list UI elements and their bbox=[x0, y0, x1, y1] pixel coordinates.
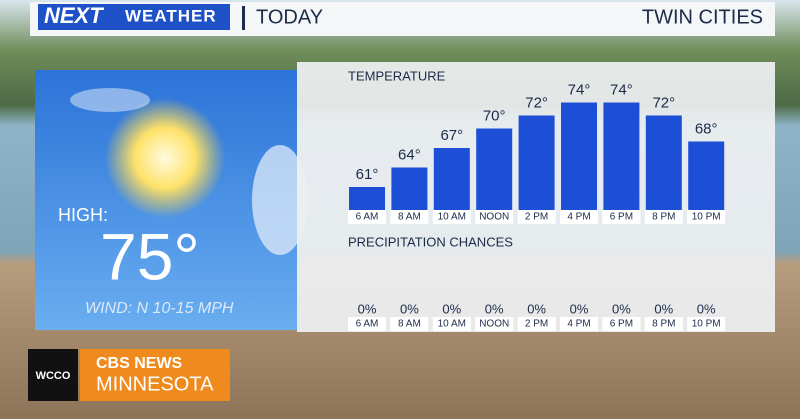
chart-title: TEMPERATURE bbox=[348, 68, 446, 83]
label-bg bbox=[432, 210, 471, 224]
bar bbox=[561, 102, 597, 212]
precip-time: 8 AM bbox=[398, 319, 421, 330]
precip-chance: 0% bbox=[358, 301, 377, 316]
value-label: 72° bbox=[525, 94, 548, 111]
logo bbox=[38, 4, 230, 30]
label-bg bbox=[560, 317, 598, 331]
precip-time: 10 AM bbox=[438, 319, 466, 330]
value-label: 74° bbox=[610, 81, 633, 98]
value-label: 72° bbox=[652, 94, 675, 111]
value-label: 67° bbox=[440, 127, 463, 144]
value-label: 68° bbox=[695, 120, 718, 137]
station-box bbox=[28, 349, 78, 401]
sun-icon bbox=[105, 98, 225, 218]
label-bg bbox=[432, 317, 471, 331]
label-bg bbox=[644, 210, 683, 224]
label-bg bbox=[560, 210, 598, 224]
bar bbox=[645, 115, 682, 212]
label-bg bbox=[517, 210, 556, 224]
network-box bbox=[80, 349, 230, 401]
station: WCCO bbox=[36, 370, 71, 382]
precip-time: 2 PM bbox=[525, 319, 548, 330]
x-tick-label: 8 PM bbox=[652, 212, 675, 223]
market: MINNESOTA bbox=[96, 373, 214, 395]
value-label: 64° bbox=[398, 146, 421, 163]
high-value: 75° bbox=[100, 219, 200, 293]
header-title: TODAY bbox=[256, 6, 323, 28]
location: TWIN CITIES bbox=[642, 6, 763, 28]
precip-title: PRECIPITATION CHANCES bbox=[348, 234, 513, 249]
bar bbox=[433, 148, 470, 212]
precip-chance: 0% bbox=[654, 301, 673, 316]
bar bbox=[603, 102, 640, 212]
precip-chance: 0% bbox=[697, 301, 716, 316]
label-bg bbox=[475, 317, 514, 331]
cloud bbox=[70, 88, 150, 112]
x-tick-label: 4 PM bbox=[567, 212, 590, 223]
label-bg bbox=[602, 210, 641, 224]
divider bbox=[242, 6, 245, 30]
bar bbox=[391, 167, 428, 212]
x-tick-label: 10 PM bbox=[692, 212, 721, 223]
bar bbox=[349, 187, 385, 212]
label-bg bbox=[687, 317, 726, 331]
precip-time: 4 PM bbox=[567, 319, 590, 330]
x-tick-label: 6 PM bbox=[610, 212, 633, 223]
precip-chance: 0% bbox=[570, 301, 589, 316]
value-label: 70° bbox=[483, 107, 506, 124]
precip-time: 10 PM bbox=[692, 319, 721, 330]
precip-time: 6 PM bbox=[610, 319, 633, 330]
brand-next: NEXT bbox=[44, 3, 104, 28]
precip-chance: 0% bbox=[527, 301, 546, 316]
precip-chance: 0% bbox=[485, 301, 504, 316]
cloud bbox=[252, 145, 308, 255]
bar bbox=[476, 128, 513, 212]
label-bg bbox=[390, 210, 429, 224]
precip-time: 6 AM bbox=[356, 319, 379, 330]
value-label: 61° bbox=[356, 166, 379, 183]
x-tick-label: NOON bbox=[479, 212, 509, 223]
precip-chance: 0% bbox=[400, 301, 419, 316]
label-bg bbox=[390, 317, 429, 331]
bar bbox=[518, 115, 555, 212]
bar bbox=[688, 141, 725, 212]
value-label: 74° bbox=[568, 81, 591, 98]
brand-weather: WEATHER bbox=[125, 6, 217, 25]
wind: WIND: N 10-15 MPH bbox=[85, 300, 234, 317]
network: CBS NEWS bbox=[96, 355, 183, 372]
precip-time: NOON bbox=[479, 319, 509, 330]
x-tick-label: 8 AM bbox=[398, 212, 421, 223]
x-tick-label: 2 PM bbox=[525, 212, 548, 223]
x-tick-label: 10 AM bbox=[438, 212, 466, 223]
label-bg bbox=[348, 317, 386, 331]
label-bg bbox=[644, 317, 683, 331]
precip-chance: 0% bbox=[612, 301, 631, 316]
precip-time: 8 PM bbox=[652, 319, 675, 330]
high-label: HIGH: bbox=[58, 205, 108, 225]
label-bg bbox=[475, 210, 514, 224]
label-bg bbox=[348, 210, 386, 224]
x-tick-label: 6 AM bbox=[356, 212, 379, 223]
label-bg bbox=[602, 317, 641, 331]
precip-chance: 0% bbox=[442, 301, 461, 316]
label-bg bbox=[687, 210, 726, 224]
label-bg bbox=[517, 317, 556, 331]
